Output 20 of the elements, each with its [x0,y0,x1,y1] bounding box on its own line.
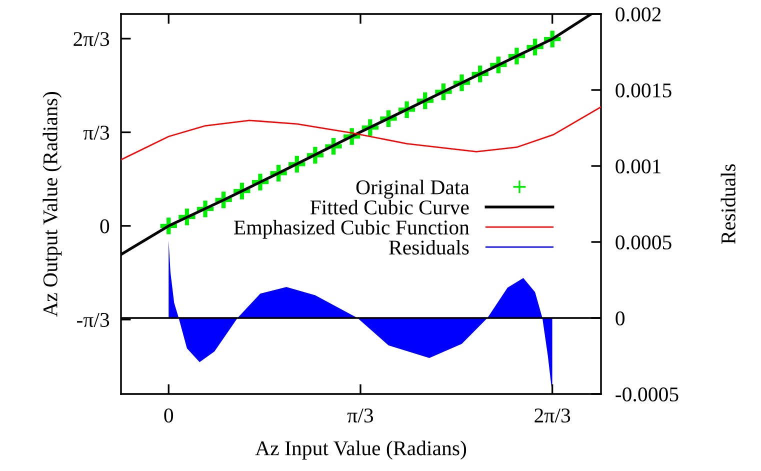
y2-tick-label: -0.0005 [616,387,678,402]
y2-axis-title: Residuals [720,164,736,244]
y-axis-title: Az Output Value (Radians) [42,92,62,317]
legend-label: Original Data [356,180,470,199]
legend-label: Fitted Cubic Curve [310,200,469,214]
x-tick-label: 0 [164,408,174,423]
y-tick-label: 0 [100,219,110,234]
y-tick-label: π/3 [83,126,110,140]
y2-tick-label: 0.0005 [616,235,672,250]
y-tick-label: 2π/3 [74,32,110,46]
y2-tick-label: 0.002 [616,7,661,22]
x-tick-label: 2π/3 [534,408,570,423]
legend-label: Residuals [389,240,469,255]
legend-label: Emphasized Cubic Function [234,220,470,239]
y-tick-label: -π/3 [77,312,110,327]
x-tick-label: π/3 [347,408,374,423]
x-axis-title: Az Input Value (Radians) [255,440,466,460]
y2-tick-label: 0 [616,311,625,326]
y2-tick-label: 0.001 [616,159,661,174]
y2-tick-label: 0.0015 [616,83,672,98]
